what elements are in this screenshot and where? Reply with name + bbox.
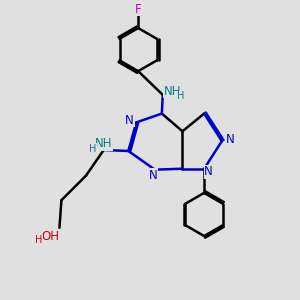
Text: H: H bbox=[177, 92, 185, 101]
Text: F: F bbox=[135, 3, 142, 16]
Text: NH: NH bbox=[95, 137, 112, 150]
Text: NH: NH bbox=[164, 85, 181, 98]
Text: H: H bbox=[35, 235, 43, 245]
Text: N: N bbox=[226, 133, 235, 146]
Text: N: N bbox=[204, 165, 213, 178]
Text: OH: OH bbox=[42, 230, 60, 242]
Text: N: N bbox=[125, 114, 134, 127]
Text: N: N bbox=[149, 169, 158, 182]
Text: H: H bbox=[89, 143, 96, 154]
